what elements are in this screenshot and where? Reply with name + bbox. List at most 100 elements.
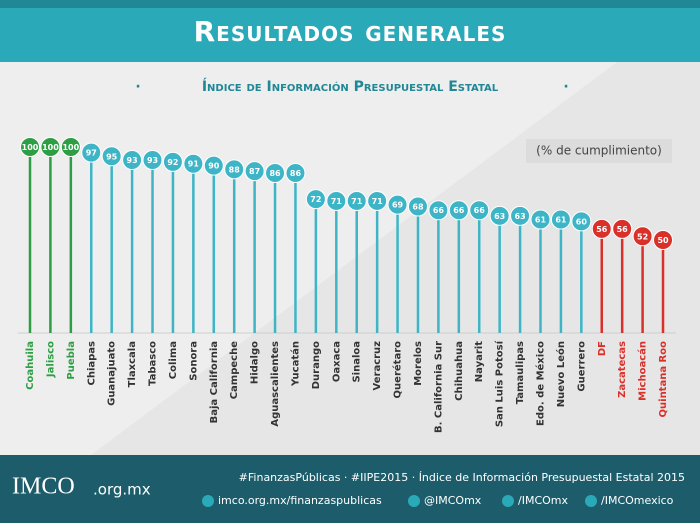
value-label: 93 — [147, 156, 158, 165]
value-label: 100 — [62, 143, 79, 152]
dot — [387, 194, 408, 215]
dot — [203, 155, 224, 176]
footer-band — [0, 455, 700, 523]
x-tick-label: Zacatecas — [617, 341, 628, 398]
value-label: 71 — [331, 197, 343, 206]
bullet: · — [135, 79, 140, 95]
value-label: 91 — [188, 160, 200, 169]
x-tick-label: Michoacán — [637, 341, 649, 401]
dot — [224, 159, 245, 180]
x-tick-label: Guerrero — [576, 341, 587, 392]
value-label: 86 — [269, 169, 281, 178]
dot — [653, 230, 674, 250]
tagline: #FinanzasPúblicas · #IIPE2015 · Índice d… — [239, 471, 685, 484]
dot — [407, 196, 428, 217]
web-icon — [202, 495, 214, 507]
x-tick-label: Aguascalientes — [270, 341, 281, 427]
facebook-icon — [502, 495, 514, 507]
dot — [571, 211, 592, 232]
value-label: 50 — [657, 236, 669, 245]
facebook-link[interactable]: /IMCOmx — [518, 494, 568, 507]
x-tick-label: Baja California — [209, 341, 220, 423]
value-label: 71 — [372, 197, 384, 206]
x-tick-label: DF — [597, 341, 608, 356]
x-tick-label: Guanajuato — [107, 341, 118, 406]
x-tick-label: Yucatán — [289, 341, 301, 387]
dot — [530, 209, 551, 230]
dot — [265, 163, 286, 184]
x-tick-label: Sonora — [188, 341, 199, 381]
youtube-icon — [585, 495, 597, 507]
x-tick-label: Edo. de México — [535, 341, 547, 426]
dot — [60, 137, 81, 157]
logo-domain: .org.mx — [93, 481, 151, 499]
x-tick-label: Quintana Roo — [658, 341, 669, 418]
web-link[interactable]: imco.org.mx/finanzaspublicas — [218, 494, 382, 507]
dot — [591, 218, 612, 239]
dot — [448, 200, 469, 221]
bullet: · — [563, 79, 568, 95]
value-label: 52 — [637, 232, 648, 241]
value-label: 66 — [474, 206, 486, 215]
x-tick-label: Querétaro — [392, 341, 404, 399]
dot — [122, 150, 143, 171]
value-label: 100 — [42, 143, 59, 152]
x-tick-label: Chiapas — [86, 341, 97, 386]
value-label: 90 — [208, 162, 220, 171]
twitter-link[interactable]: @IMCOmx — [424, 494, 482, 507]
x-tick-label: Nayarit — [474, 341, 485, 382]
value-label: 56 — [617, 225, 629, 234]
dot — [489, 205, 510, 226]
dot — [510, 205, 531, 226]
value-label: 72 — [310, 195, 321, 204]
twitter-icon — [408, 495, 420, 507]
dot — [20, 137, 40, 157]
dot — [244, 161, 265, 182]
page-title: Resultados generales — [194, 15, 507, 48]
x-tick-label: Coahuila — [25, 341, 36, 390]
value-label: 68 — [412, 203, 424, 212]
x-tick-label: Puebla — [66, 341, 77, 380]
x-tick-label: Tamaulipas — [515, 341, 526, 404]
dot — [632, 226, 653, 247]
value-label: 86 — [290, 169, 302, 178]
header-strip — [0, 0, 700, 8]
x-tick-label: B. California Sur — [433, 341, 444, 433]
x-tick-label: San Luis Potosí — [494, 340, 506, 427]
logo-name: IMCO — [12, 474, 75, 500]
value-label: 87 — [249, 167, 260, 176]
value-label: 88 — [229, 165, 241, 174]
x-tick-label: Colima — [168, 341, 179, 379]
value-label: 61 — [535, 216, 547, 225]
dot — [40, 137, 61, 157]
y-axis-label: (% de cumplimiento) — [536, 144, 662, 158]
dot — [101, 146, 122, 167]
dot — [285, 163, 306, 184]
x-tick-label: Durango — [311, 341, 322, 389]
value-label: 95 — [106, 152, 118, 161]
dot — [183, 153, 204, 174]
value-label: 97 — [86, 149, 97, 158]
dot — [346, 190, 367, 211]
x-tick-label: Tlaxcala — [127, 341, 138, 387]
x-tick-label: Nuevo León — [555, 341, 567, 407]
value-label: 69 — [392, 201, 404, 210]
value-label: 63 — [515, 212, 526, 221]
value-label: 66 — [453, 206, 465, 215]
x-tick-label: Oaxaca — [331, 341, 342, 382]
dot — [469, 200, 490, 221]
value-label: 71 — [351, 197, 363, 206]
x-tick-label: Sinaloa — [352, 341, 363, 383]
dot — [81, 142, 102, 163]
x-tick-label: Tabasco — [148, 341, 159, 386]
value-label: 61 — [555, 216, 567, 225]
header-band — [0, 0, 700, 62]
dot — [367, 190, 388, 211]
x-tick-label: Veracruz — [372, 341, 383, 391]
youtube-link[interactable]: /IMCOmexico — [601, 494, 674, 507]
value-label: 93 — [127, 156, 138, 165]
x-tick-label: Hidalgo — [250, 341, 261, 384]
dot — [305, 189, 326, 210]
